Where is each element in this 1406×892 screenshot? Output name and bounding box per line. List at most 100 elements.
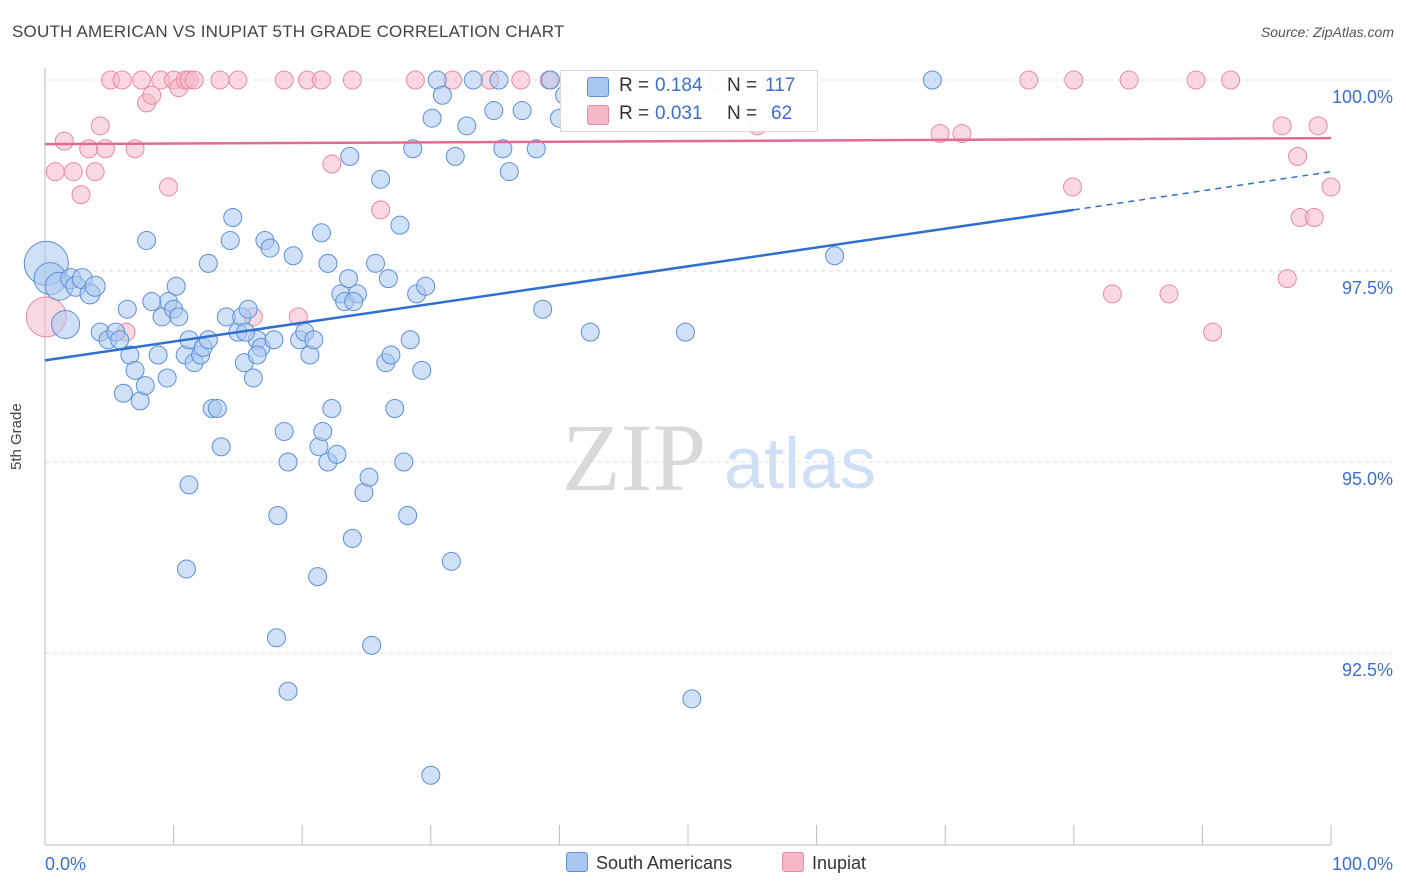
- inupiat-point: [95, 139, 115, 159]
- inupiat-point: [274, 70, 294, 90]
- south-americans-point: [416, 276, 436, 296]
- south-americans-point: [512, 101, 532, 121]
- south-americans-point: [340, 146, 360, 166]
- south-americans-point: [84, 275, 106, 297]
- south-americans-point: [390, 215, 410, 235]
- south-americans-point: [268, 505, 288, 525]
- inupiat-point: [405, 70, 425, 90]
- south-americans-point: [142, 292, 162, 312]
- south-americans-point: [157, 368, 177, 388]
- watermark: ZIP atlas: [562, 404, 876, 511]
- south-americans-point: [484, 101, 504, 121]
- south-americans-point: [344, 292, 364, 312]
- legend-n-value: 117: [765, 75, 796, 96]
- axes: [44, 68, 1332, 846]
- watermark-zip: ZIP: [562, 404, 706, 511]
- inupiat-point: [71, 185, 91, 205]
- south-americans-point: [117, 299, 137, 319]
- south-americans-point: [135, 376, 155, 396]
- inupiat-point: [1159, 284, 1179, 304]
- south-americans-point: [675, 322, 695, 342]
- south-americans-point: [166, 276, 186, 296]
- inupiat-trend-line: [44, 136, 1332, 146]
- legend-swatch-pink: [587, 105, 609, 125]
- legend-r-label: R =: [619, 103, 650, 124]
- south-americans-point: [463, 70, 483, 90]
- y-tick-label: 95.0%: [1342, 469, 1393, 489]
- y-tick-label: 97.5%: [1342, 278, 1393, 298]
- inupiat-point: [228, 70, 248, 90]
- inupiat-point: [1288, 146, 1308, 166]
- inupiat-point: [1186, 70, 1206, 90]
- inupiat-point: [1064, 70, 1084, 90]
- inupiat-point: [1102, 284, 1122, 304]
- inupiat-point: [1119, 70, 1139, 90]
- grid-lines: [45, 79, 1392, 654]
- legend-n-value: 62: [771, 103, 793, 124]
- inupiat-point: [1019, 70, 1039, 90]
- south-americans-points: [23, 70, 942, 785]
- south-americans-point: [278, 681, 298, 701]
- legend-n-label: N =: [727, 75, 758, 96]
- inupiat-point: [1272, 116, 1292, 136]
- south-americans-point: [385, 399, 405, 419]
- inupiat-point: [1321, 177, 1341, 197]
- x-tick-label: 0.0%: [45, 854, 86, 874]
- inupiat-point: [1308, 116, 1328, 136]
- south-americans-point: [342, 528, 362, 548]
- legend-swatch-blue: [587, 77, 609, 97]
- tick-labels: 92.5% 95.0% 97.5% 100.0% 0.0% 100.0%: [45, 87, 1393, 874]
- south-americans-point: [110, 330, 130, 350]
- south-americans-point: [432, 85, 452, 105]
- south-americans-point: [198, 330, 218, 350]
- chart-title: SOUTH AMERICAN VS INUPIAT 5TH GRADE CORR…: [12, 22, 565, 41]
- south-americans-point: [922, 70, 942, 90]
- south-americans-point: [381, 345, 401, 365]
- south-americans-point: [260, 238, 280, 258]
- south-americans-point: [422, 108, 442, 128]
- legend-r-value: 0.184: [655, 75, 703, 96]
- inupiat-point: [342, 70, 362, 90]
- south-americans-point: [137, 230, 157, 250]
- south-americans-point: [540, 70, 560, 90]
- south-americans-point: [274, 421, 294, 441]
- legend-r-value: 0.031: [655, 103, 703, 124]
- inupiat-point: [952, 123, 972, 143]
- south-americans-trend-extension: [1073, 170, 1332, 211]
- bottom-legend-south-americans: South Americans: [566, 852, 732, 874]
- south-americans-point: [682, 689, 702, 709]
- bottom-legend-swatch-blue: [566, 852, 588, 872]
- south-americans-point: [493, 139, 513, 159]
- south-americans-point: [580, 322, 600, 342]
- watermark-atlas: atlas: [724, 424, 876, 504]
- south-americans-point: [318, 253, 338, 273]
- bottom-legend-swatch-pink: [782, 852, 804, 872]
- south-americans-point: [148, 345, 168, 365]
- south-americans-point: [266, 628, 286, 648]
- inupiat-point: [322, 154, 342, 174]
- south-americans-point: [283, 246, 303, 266]
- south-americans-point: [51, 309, 81, 339]
- south-americans-point: [359, 467, 379, 487]
- south-americans-point: [220, 230, 240, 250]
- legend-r-label: R =: [619, 75, 650, 96]
- inupiat-point: [45, 162, 65, 182]
- south-americans-point: [243, 368, 263, 388]
- inupiat-point: [90, 116, 110, 136]
- south-americans-point: [198, 253, 218, 273]
- south-americans-trend-line: [44, 208, 1074, 362]
- south-americans-point: [278, 452, 298, 472]
- south-americans-point: [825, 246, 845, 266]
- south-americans-point: [113, 383, 133, 403]
- inupiat-point: [511, 70, 531, 90]
- inupiat-point: [142, 85, 162, 105]
- inupiat-point: [184, 70, 204, 90]
- south-americans-point: [264, 330, 284, 350]
- inupiat-point: [1277, 269, 1297, 289]
- south-americans-point: [403, 139, 423, 159]
- south-americans-point: [327, 444, 347, 464]
- south-americans-point: [362, 635, 382, 655]
- source-label: Source: ZipAtlas.com: [1260, 24, 1394, 40]
- south-americans-point: [308, 567, 328, 587]
- inupiat-point: [158, 177, 178, 197]
